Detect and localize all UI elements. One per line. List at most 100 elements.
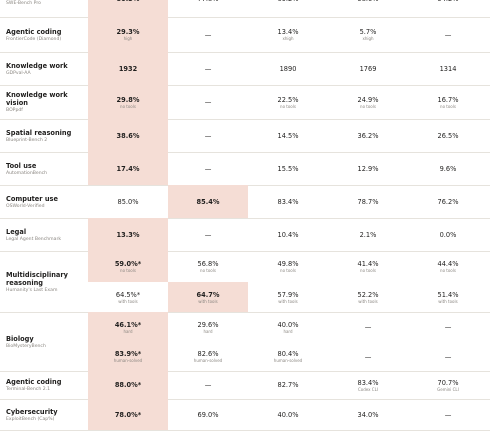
- score: —: [444, 323, 452, 331]
- score: 1769: [359, 64, 377, 73]
- score-note: xhigh: [362, 36, 374, 41]
- score-note: no tools: [440, 268, 456, 273]
- score: 83.9%*: [114, 350, 142, 358]
- score-cell: 88.0%*: [88, 371, 168, 399]
- score: 46.1%*: [114, 320, 142, 329]
- score: 56.8%: [197, 260, 219, 268]
- score-cell: 76.2%: [408, 185, 488, 218]
- score-cell: 17.4%: [88, 152, 168, 185]
- score: 13.4%: [277, 28, 299, 36]
- row-divider: [0, 430, 490, 431]
- score-cell: 46.1%* hard: [88, 312, 168, 342]
- score-note: no tools: [120, 268, 136, 273]
- score-cell: 15.5%: [248, 152, 328, 185]
- row-label: Computer use OSWorld-Verified: [6, 185, 86, 218]
- score-cell: 64.5%* with tools: [88, 282, 168, 312]
- capability: Agentic coding: [6, 378, 62, 386]
- row-divider: [0, 119, 490, 120]
- score-note: no tools: [360, 268, 376, 273]
- score-cell: 64.7% with tools: [168, 282, 248, 312]
- benchmark: AutomationBench: [6, 170, 48, 176]
- score-cell: —: [168, 85, 248, 119]
- score: —: [204, 230, 212, 239]
- score-cell: 1769: [328, 52, 408, 85]
- score-cell: 58.6%: [328, 0, 408, 17]
- score: 1932: [118, 64, 138, 73]
- score: 17.4%: [116, 164, 140, 173]
- row-divider: [0, 152, 490, 153]
- score-cell: 9.6%: [408, 152, 488, 185]
- row-label: Knowledge work GDPval-AA: [6, 52, 86, 85]
- score-cell: 82.6% human-solved: [168, 342, 248, 371]
- score-cell: 82.7%: [248, 371, 328, 399]
- score-cell: 85.0%: [88, 185, 168, 218]
- score-cell: 78.0%*: [88, 399, 168, 430]
- row-divider: [0, 251, 490, 252]
- capability: Biology: [6, 334, 34, 343]
- row-divider: [0, 312, 490, 313]
- score: 2.1%: [359, 230, 377, 239]
- score: 34.0%: [357, 410, 379, 419]
- row-divider: [0, 399, 490, 400]
- score-cell: 44.4% no tools: [408, 251, 488, 282]
- score-cell: 41.4% no tools: [328, 251, 408, 282]
- row-divider: [0, 218, 490, 219]
- score: 0.0%: [439, 230, 457, 239]
- score-cell: 78.7%: [328, 185, 408, 218]
- row-label: Multidisciplinary reasoning Humanity's La…: [6, 251, 86, 312]
- capability: Multidisciplinary reasoning: [6, 270, 68, 287]
- score: 9.6%: [439, 164, 457, 173]
- score-cell: 16.7% no tools: [408, 85, 488, 119]
- capability: Tool use: [6, 161, 37, 170]
- score: 57.9%: [277, 290, 299, 299]
- score-cell: 69.2%: [248, 0, 328, 17]
- score-cell: 52.2% with tools: [328, 282, 408, 312]
- row-label: Knowledge work vision BOPpdf: [6, 85, 86, 119]
- capability: Computer use: [6, 194, 58, 203]
- score: 52.2%: [357, 290, 379, 299]
- score: 85.0%: [117, 197, 139, 206]
- benchmark: Humanity's Last Exam: [6, 287, 58, 293]
- score-note: no tools: [200, 268, 216, 273]
- score-note: no tools: [280, 103, 296, 109]
- row-divider: [0, 17, 490, 18]
- score: 78.0%*: [114, 410, 142, 419]
- score-cell: 34.0%: [328, 399, 408, 430]
- score-note: no tools: [280, 268, 296, 273]
- benchmark: GDPval-AA: [6, 70, 31, 76]
- score-cell: 24.9% no tools: [328, 85, 408, 119]
- score: —: [204, 164, 212, 173]
- row-label: Agentic coding FrontierCode (Diamond): [6, 17, 86, 52]
- row-label: Legal Legal Agent Benchmark: [6, 218, 86, 251]
- score-cell: —: [168, 371, 248, 399]
- score-cell: 12.9%: [328, 152, 408, 185]
- score-cell: —: [168, 17, 248, 52]
- score-cell: 59.0%* no tools: [88, 251, 168, 282]
- score-cell: 26.5%: [408, 119, 488, 152]
- score-note: human-solved: [193, 358, 223, 363]
- benchmark: BioMysteryBench: [6, 343, 46, 349]
- score: 14.5%: [277, 131, 299, 140]
- score-note: with tools: [358, 298, 378, 304]
- score-cell: 10.4%: [248, 218, 328, 251]
- score: 88.0%*: [114, 381, 142, 389]
- score-note: with tools: [438, 298, 458, 304]
- score: 22.5%: [277, 95, 299, 104]
- score: —: [364, 323, 372, 331]
- score: 16.7%: [437, 95, 459, 104]
- score: 38.6%: [116, 131, 140, 140]
- score: 83.4%: [357, 378, 379, 387]
- score-cell: 80.4% human-solved: [248, 342, 328, 371]
- benchmark: BOPpdf: [6, 108, 23, 113]
- score-note: human-solved: [113, 358, 143, 363]
- benchmark: Legal Agent Benchmark: [6, 236, 61, 242]
- score-cell: 14.5%: [248, 119, 328, 152]
- row-divider: [0, 52, 490, 53]
- score: 29.3%: [116, 28, 140, 36]
- score-note: hard: [123, 328, 133, 334]
- score-cell: 1890: [248, 52, 328, 85]
- score-cell: —: [328, 342, 408, 371]
- score-cell: 13.4% xhigh: [248, 17, 328, 52]
- score-cell: 57.9% with tools: [248, 282, 328, 312]
